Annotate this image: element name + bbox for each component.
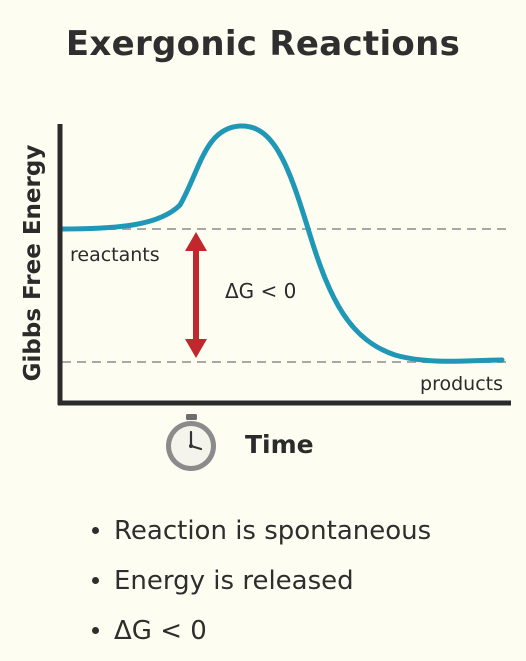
reactants-label: reactants [70,244,160,266]
bullet-item: Energy is released [92,556,431,606]
bullet-item: ΔG < 0 [92,606,431,656]
products-label: products [420,373,503,395]
page-title: Exergonic Reactions [65,24,461,64]
double-arrow-icon [185,232,207,358]
reaction-curve [60,123,505,364]
bullet-item: Reaction is spontaneous [92,506,431,556]
energy-diagram: Gibbs Free Energy reactants products ΔG … [20,123,511,471]
x-axis-label: Time [245,430,314,459]
stopwatch-icon [166,414,216,471]
bullet-list: Reaction is spontaneous Energy is releas… [92,506,431,656]
delta-g-label: ΔG < 0 [225,279,296,303]
y-axis-label: Gibbs Free Energy [20,145,46,382]
